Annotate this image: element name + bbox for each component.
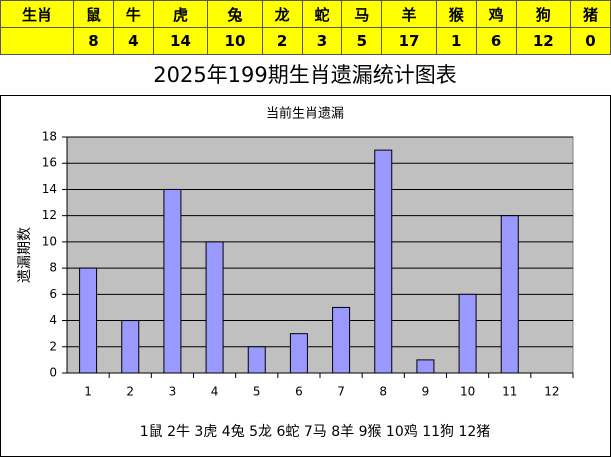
table-cell: 猴 — [435, 0, 477, 28]
x-tick-label: 7 — [337, 385, 345, 399]
y-tick-label: 12 — [42, 208, 57, 222]
table-cell: 牛 — [112, 0, 154, 28]
bar — [121, 320, 140, 374]
y-tick-label: 4 — [49, 313, 57, 327]
table-cell: 羊 — [381, 0, 437, 28]
plot-area — [66, 136, 574, 374]
y-tick-label: 2 — [49, 339, 57, 353]
y-axis-label: 遗漏期数 — [17, 227, 33, 283]
zodiac-table: 生肖鼠牛虎兔龙蛇马羊猴鸡狗猪 8 4 14 10 2 3 5 17 1 6 12 0 — [0, 0, 611, 55]
x-tick-label: 3 — [169, 385, 177, 399]
table-cell: 14 — [152, 27, 209, 55]
table-cell: 0 — [570, 27, 611, 55]
x-tick-label: 1 — [84, 385, 92, 399]
table-cell: 鼠 — [73, 0, 114, 28]
y-tick-label: 0 — [49, 366, 57, 380]
bar — [79, 267, 98, 374]
bar — [374, 149, 393, 374]
bar — [205, 241, 224, 374]
x-tick-label: 8 — [379, 385, 387, 399]
bar — [332, 306, 351, 374]
table-row: 生肖鼠牛虎兔龙蛇马羊猴鸡狗猪 — [0, 0, 611, 28]
table-cell: 蛇 — [301, 0, 343, 28]
table-cell: 生肖 — [0, 0, 74, 28]
table-cell: 2 — [261, 27, 303, 55]
bar — [458, 293, 477, 374]
x-tick-label: 10 — [460, 385, 475, 399]
table-cell: 12 — [515, 27, 572, 55]
y-tick-label: 16 — [42, 156, 57, 170]
x-tick-label: 6 — [295, 385, 303, 399]
table-cell: 兔 — [207, 0, 263, 28]
x-tick-label: 11 — [502, 385, 517, 399]
x-tick-label: 5 — [253, 385, 261, 399]
chart-title: 2025年199期生肖遗漏统计图表 — [153, 63, 457, 87]
y-tick-label: 10 — [42, 234, 57, 248]
y-tick-label: 8 — [49, 261, 57, 275]
y-tick-label: 6 — [49, 287, 57, 301]
bar — [416, 359, 435, 374]
table-cell: 5 — [341, 27, 383, 55]
bar — [163, 188, 182, 374]
y-tick-label: 18 — [42, 130, 57, 144]
table-cell: 10 — [207, 27, 263, 55]
table-cell: 狗 — [515, 0, 572, 28]
bar — [289, 333, 308, 374]
chart-subtitle: 当前生肖遗漏 — [266, 106, 344, 122]
x-tick-label: 4 — [211, 385, 219, 399]
bar — [247, 346, 266, 374]
y-tick-label: 14 — [42, 182, 57, 196]
bar — [500, 215, 519, 374]
table-cell: 4 — [112, 27, 154, 55]
table-cell: 1 — [435, 27, 477, 55]
table-cell: 猪 — [570, 0, 611, 28]
x-tick-label: 12 — [544, 385, 559, 399]
table-row: 8 4 14 10 2 3 5 17 1 6 12 0 — [0, 27, 611, 55]
table-cell: 17 — [381, 27, 437, 55]
x-axis-label: 1鼠 2牛 3虎 4兔 5龙 6蛇 7马 8羊 9猴 10鸡 11狗 12猪 — [140, 423, 491, 440]
x-tick-label: 2 — [126, 385, 134, 399]
table-cell: 鸡 — [475, 0, 517, 28]
table-cell: 8 — [73, 27, 114, 55]
table-cell — [0, 27, 74, 55]
x-tick-label: 9 — [422, 385, 430, 399]
